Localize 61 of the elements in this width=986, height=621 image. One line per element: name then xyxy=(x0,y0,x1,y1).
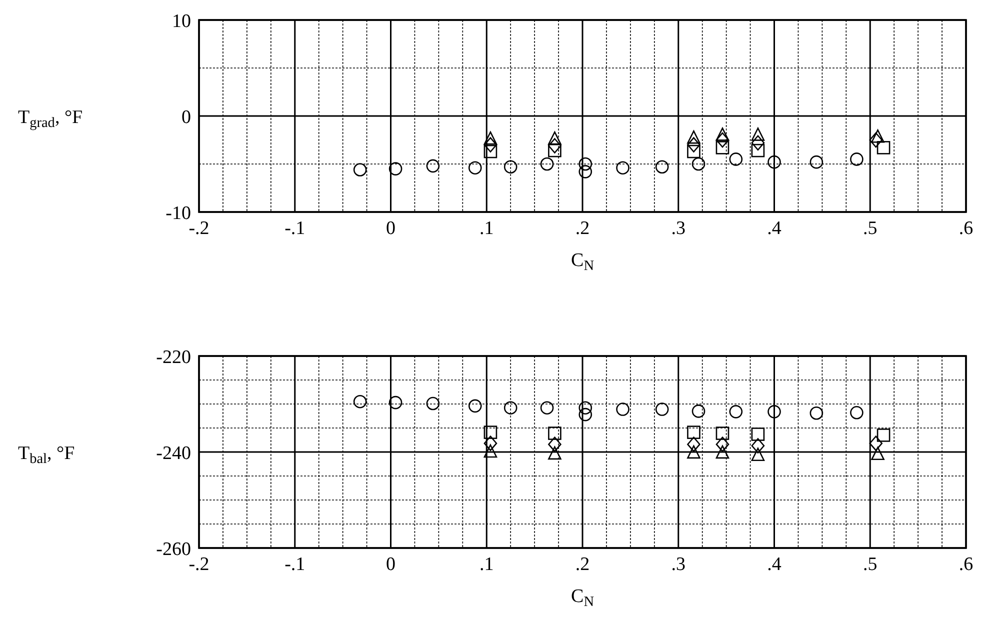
x-tick-label: -.2 xyxy=(188,218,210,239)
point xyxy=(548,446,562,460)
x-tick-label: .4 xyxy=(767,554,782,575)
point xyxy=(716,445,730,459)
x-tick-label: .1 xyxy=(480,554,494,575)
y-tick-label: 10 xyxy=(172,11,191,32)
x-tick-label: -.1 xyxy=(284,554,306,575)
x-tick-label: .6 xyxy=(958,554,974,575)
y-axis-title: T$_{grad}$, °F xyxy=(18,107,83,132)
x-tick-label: -.1 xyxy=(284,218,306,239)
point xyxy=(484,444,498,458)
point xyxy=(484,436,498,452)
y-tick-label: -240 xyxy=(156,443,191,464)
point xyxy=(353,394,367,408)
x-tick-label: 0 xyxy=(386,218,396,239)
point xyxy=(692,404,706,418)
point xyxy=(426,396,440,410)
point xyxy=(850,406,864,420)
x-tick-label: .2 xyxy=(575,218,590,239)
point xyxy=(768,405,781,418)
y-tick-label: 0 xyxy=(182,107,191,128)
y-axis-title: T$_{bal}$, °F xyxy=(18,443,75,468)
point xyxy=(540,401,554,414)
point xyxy=(751,428,765,441)
point xyxy=(687,426,700,439)
point xyxy=(484,426,498,439)
point xyxy=(468,399,482,413)
point xyxy=(655,402,669,416)
point xyxy=(388,396,402,410)
x-tick-label: .2 xyxy=(575,554,590,575)
point xyxy=(729,405,743,418)
x-tick-label: .4 xyxy=(767,218,782,239)
point xyxy=(687,445,700,459)
x-tick-label: .6 xyxy=(958,218,974,239)
point xyxy=(876,428,890,442)
point xyxy=(716,426,730,440)
point xyxy=(810,406,824,420)
x-tick-label: -.2 xyxy=(188,554,210,575)
point xyxy=(548,426,562,440)
point xyxy=(578,401,592,414)
x-axis-title: C$_{N}$ xyxy=(571,250,594,274)
point xyxy=(504,401,518,414)
x-tick-label: .5 xyxy=(863,554,878,575)
point xyxy=(751,438,765,454)
point xyxy=(548,436,562,452)
point xyxy=(578,408,592,422)
x-tick-label: 0 xyxy=(386,554,396,575)
x-tick-label: .5 xyxy=(863,218,878,239)
x-tick-label: .3 xyxy=(671,218,686,239)
x-tick-label: .1 xyxy=(480,218,494,239)
point xyxy=(869,436,883,452)
point xyxy=(716,436,730,452)
point xyxy=(687,436,700,452)
y-tick-label: -260 xyxy=(156,539,191,560)
x-tick-label: .3 xyxy=(671,554,686,575)
y-tick-label: -10 xyxy=(166,203,191,224)
point xyxy=(751,448,765,462)
x-axis-title: C$_{N}$ xyxy=(571,586,594,610)
point xyxy=(616,402,630,416)
y-tick-label: -220 xyxy=(156,347,191,368)
point xyxy=(871,446,884,460)
